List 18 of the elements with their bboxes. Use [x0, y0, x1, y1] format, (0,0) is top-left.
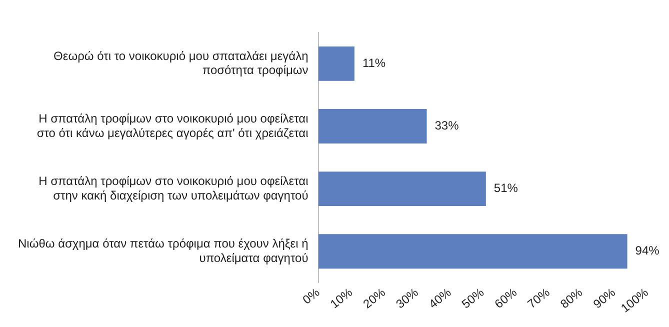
y-tick-label: Νιώθω άσχημα όταν πετάω τρόφιμα που έχουν λήξει ή υπολείματα φαγητού	[18, 236, 308, 265]
x-tick-label: 60%	[492, 285, 520, 312]
data-label: 51%	[494, 181, 518, 196]
y-tick-label: Θεωρώ ότι το νοικοκυριό μου σπαταλάει μεγάλη ποσότητα τροφίμων	[54, 48, 308, 78]
x-tick-label: 70%	[524, 285, 553, 312]
x-tick-label: 20%	[360, 285, 388, 312]
x-tick-label: 30%	[393, 285, 422, 312]
data-label: 11%	[362, 56, 386, 70]
y-tick-label: Η σπατάλη τροφίμων στο νοικοκυριό μου οφείλεται στην κακή διαχείριση των υπολειμάτων φαγητού	[38, 174, 309, 202]
x-tick-label: 40%	[426, 285, 454, 312]
x-tick-label: 90%	[590, 285, 618, 312]
data-label: 33%	[434, 118, 460, 133]
x-tick-label: 50%	[459, 285, 487, 312]
data-label: 94%	[635, 244, 660, 258]
x-tick-label: 10%	[328, 285, 356, 312]
x-tick-label: 0%	[300, 285, 322, 308]
y-tick-label: Η σπατάλη τροφίμων στο νοικοκυριό μου οφείλεται στο ότι κάνω μεγαλύτερες αγορές απ' ότι χρειάζεται	[36, 111, 309, 140]
x-tick-label: 80%	[558, 285, 586, 312]
